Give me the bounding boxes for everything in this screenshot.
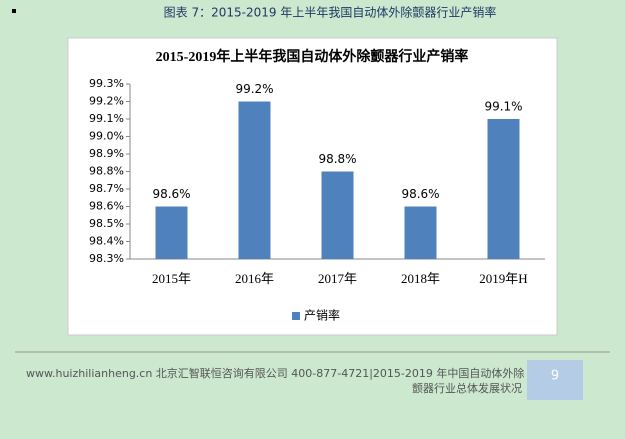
chart-frame xyxy=(67,37,558,336)
bar xyxy=(238,101,271,259)
bar xyxy=(155,206,188,259)
page-number-box xyxy=(527,360,583,400)
x-tick-label: 2016年 xyxy=(235,271,274,286)
bar xyxy=(321,171,354,259)
footer-line: www.huizhilianheng.cn 北京汇智联恒咨询有限公司 400-8… xyxy=(26,366,524,380)
chart-title: 2015-2019年上半年我国自动体外除颤器行业产销率 xyxy=(156,48,469,65)
y-tick-label: 99.3% xyxy=(89,77,124,90)
footer-line: 颤器行业总体发展状况 xyxy=(412,381,522,395)
bar xyxy=(404,206,437,259)
y-tick-label: 99.1% xyxy=(89,112,124,125)
caption: 图表 7：2015-2019 年上半年我国自动体外除颤器行业产销率 xyxy=(164,5,497,20)
y-tick-label: 98.3% xyxy=(89,252,124,265)
y-tick-label: 98.7% xyxy=(89,182,124,195)
value-label: 98.6% xyxy=(152,187,190,201)
value-label: 99.1% xyxy=(484,100,522,114)
x-tick-label: 2015年 xyxy=(152,271,191,286)
value-label: 98.6% xyxy=(401,187,439,201)
value-label: 99.2% xyxy=(235,82,273,96)
y-tick-label: 99.0% xyxy=(89,130,124,143)
x-tick-label: 2019年H xyxy=(479,271,527,286)
page-number: 9 xyxy=(551,369,559,384)
bullet-mark xyxy=(12,9,16,13)
bar xyxy=(487,119,520,259)
legend-swatch xyxy=(292,312,300,320)
y-tick-label: 98.5% xyxy=(89,217,124,230)
y-tick-label: 98.8% xyxy=(89,165,124,178)
chart: 98.3% 98.4% 98.5% 98.6% 98.7% 98.8% 98.9% 99.0%… xyxy=(89,77,545,323)
y-tick-label: 99.2% xyxy=(89,95,124,108)
legend-label: 产销率 xyxy=(304,308,340,323)
y-tick-label: 98.9% xyxy=(89,147,124,160)
y-tick-label: 98.4% xyxy=(89,235,124,248)
x-tick-label: 2018年 xyxy=(401,271,440,286)
value-label: 98.8% xyxy=(318,152,356,166)
x-tick-label: 2017年 xyxy=(318,271,357,286)
y-tick-label: 98.6% xyxy=(89,200,124,213)
